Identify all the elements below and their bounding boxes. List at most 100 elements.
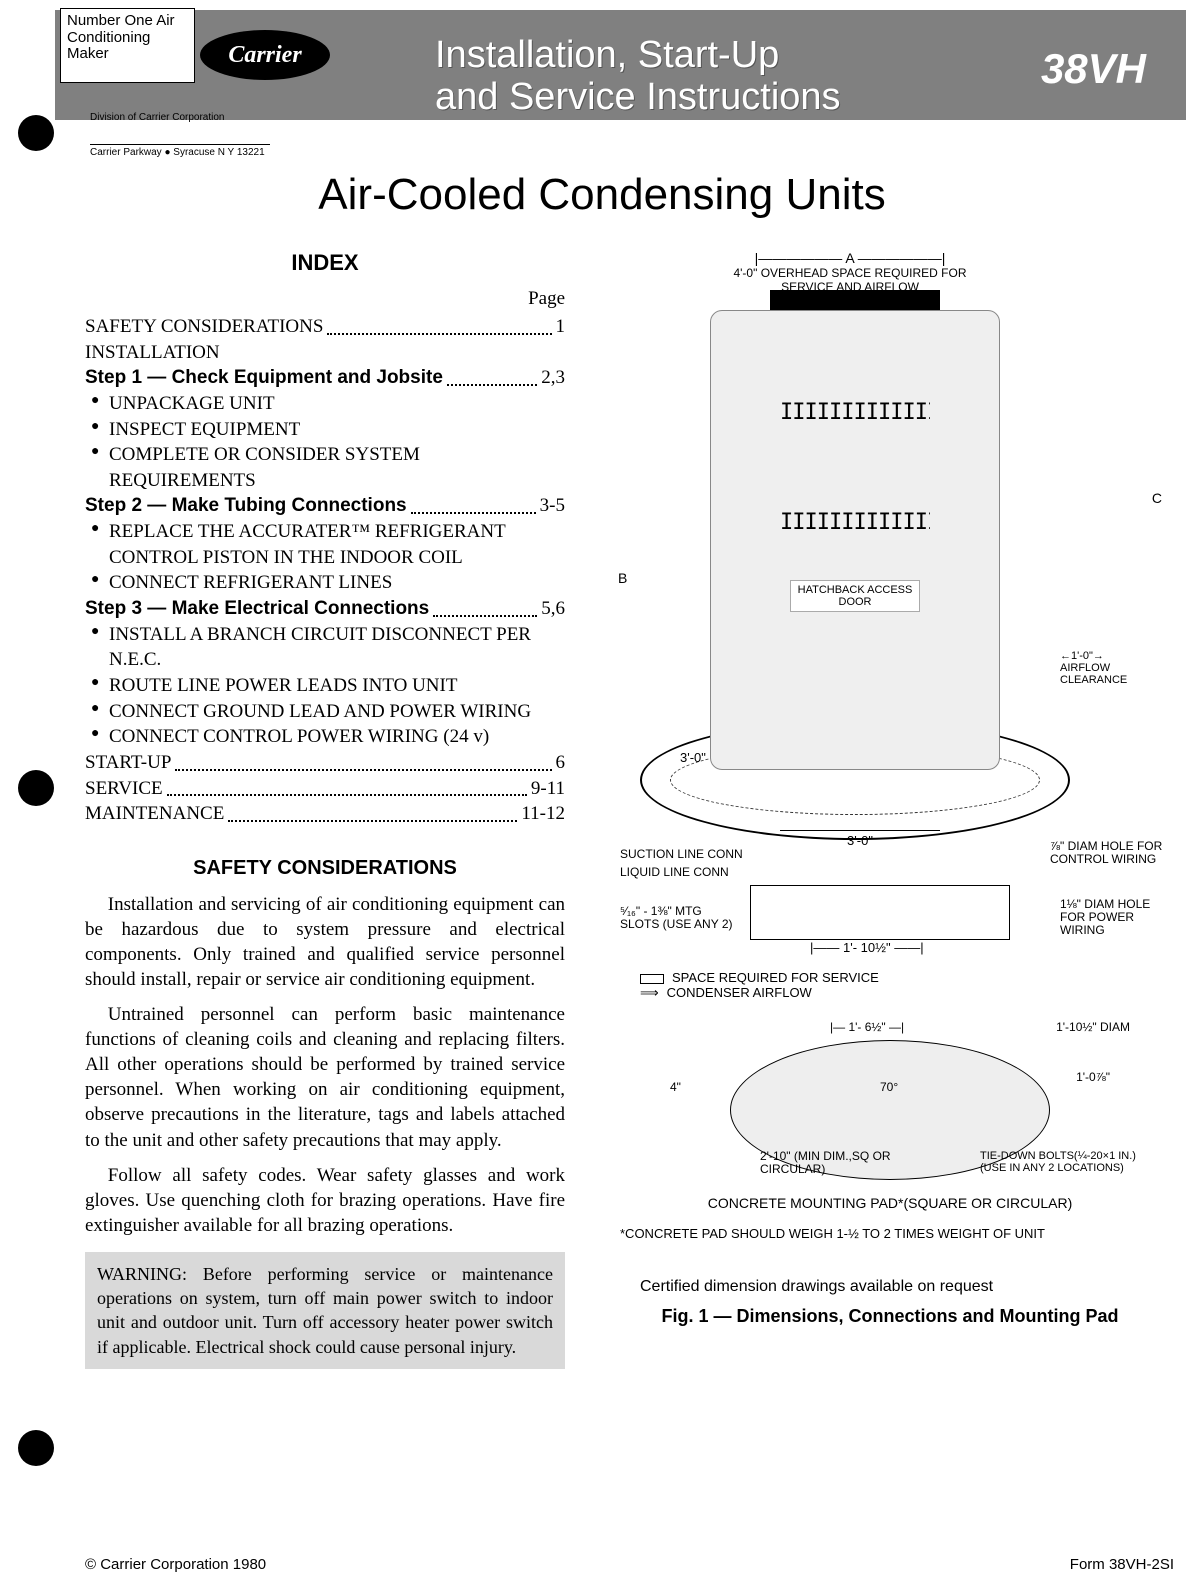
dimension-a: |—————— A ——————| xyxy=(650,250,1050,266)
list-item: CONNECT CONTROL POWER WIRING (24 v) xyxy=(91,724,565,750)
grille-icon: IIIIIIIIIIIIIIII IIIIIIIIIIIIIIII xyxy=(780,510,930,536)
pad-dim: 1'-0⅞" xyxy=(1076,1070,1110,1084)
toc-row: INSTALLATION xyxy=(85,340,565,366)
list-item: CONNECT GROUND LEAD AND POWER WIRING xyxy=(91,699,565,725)
toc-page: 2,3 xyxy=(541,365,565,391)
figure-caption: Fig. 1 — Dimensions, Connections and Mou… xyxy=(610,1305,1170,1328)
toc-row: Step 3 — Make Electrical Connections 5,6 xyxy=(85,596,565,622)
hatch-label: HATCHBACK ACCESS DOOR xyxy=(790,580,920,612)
cert-note: Certified dimension drawings available o… xyxy=(640,1278,993,1296)
page-title: Air-Cooled Condensing Units xyxy=(0,170,1204,220)
footer-form: Form 38VH-2SI xyxy=(1070,1556,1174,1573)
concrete-weight-note: *CONCRETE PAD SHOULD WEIGH 1-½ TO 2 TIME… xyxy=(620,1226,1045,1241)
dimension-b: B xyxy=(618,570,627,586)
toc-step: Step 1 — Check Equipment and Jobsite xyxy=(85,365,443,391)
grille-icon: IIIIIIIIIIIIIIII IIIIIIIIIIIIIIII xyxy=(780,400,930,426)
brand-logo: Carrier xyxy=(200,30,330,80)
connector-box-icon xyxy=(750,885,1010,940)
left-column: INDEX Page SAFETY CONSIDERATIONS 1 INSTA… xyxy=(85,250,565,1369)
banner-title-line2: and Service Instructions xyxy=(435,76,841,118)
toc-label: START-UP xyxy=(85,750,171,776)
list-item: COMPLETE OR CONSIDER SYSTEM REQUIREMENTS xyxy=(91,442,565,493)
pad-dim: 4" xyxy=(670,1080,681,1094)
liquid-label: LIQUID LINE CONN xyxy=(620,866,729,879)
pad-label: CONCRETE MOUNTING PAD*(SQUARE OR CIRCULA… xyxy=(610,1195,1170,1211)
banner-title: Installation, Start-Up and Service Instr… xyxy=(435,35,841,119)
toc-step: Step 3 — Make Electrical Connections xyxy=(85,596,429,622)
punch-hole-icon xyxy=(18,1430,54,1466)
list-item: UNPACKAGE UNIT xyxy=(91,391,565,417)
paragraph: Untrained personnel can perform basic ma… xyxy=(85,1002,565,1152)
pad-diagram: |— 1'- 6½" —| 1'-10½" DIAM 1'-0⅞" 4" 2'-… xyxy=(610,1010,1170,1210)
list-item: CONNECT REFRIGERANT LINES xyxy=(91,570,565,596)
toc-label: MAINTENANCE xyxy=(85,801,224,827)
division-text: Division of Carrier Corporation xyxy=(90,112,225,123)
toc-row: SERVICE 9-11 xyxy=(85,776,565,802)
dimension-3-0: 3'-0" xyxy=(680,750,706,765)
list-item: INSTALL A BRANCH CIRCUIT DISCONNECT PER … xyxy=(91,622,565,673)
toc-label: INSTALLATION xyxy=(85,340,220,366)
toc-step: Step 2 — Make Tubing Connections xyxy=(85,493,407,519)
body-text: Installation and servicing of air condit… xyxy=(85,892,565,1238)
banner-title-line1: Installation, Start-Up xyxy=(435,34,779,76)
pad-dim: 2'-10" (MIN DIM.,SQ OR CIRCULAR) xyxy=(760,1150,900,1176)
toc-leader-dots xyxy=(411,493,536,514)
suction-label: SUCTION LINE CONN xyxy=(620,847,743,861)
paragraph: Installation and servicing of air condit… xyxy=(85,892,565,992)
dimension-3-0b: 3'-0" xyxy=(780,830,940,848)
toc-label: SAFETY CONSIDERATIONS xyxy=(85,314,323,340)
legend-box-icon xyxy=(640,974,664,984)
toc-leader-dots xyxy=(327,314,551,335)
toc-row: START-UP 6 xyxy=(85,750,565,776)
toc-page: 9-11 xyxy=(531,776,565,802)
toc-leader-dots xyxy=(167,776,527,797)
toc-leader-dots xyxy=(175,750,551,771)
dimension-c: C xyxy=(1152,490,1162,506)
step3-bullets: INSTALL A BRANCH CIRCUIT DISCONNECT PER … xyxy=(85,622,565,750)
control-hole-label: ⅞" DIAM HOLE FOR CONTROL WIRING xyxy=(1050,840,1170,866)
pad-dim: |— 1'- 6½" —| xyxy=(830,1020,904,1034)
footer-copyright: © Carrier Corporation 1980 xyxy=(85,1556,266,1573)
model-number: 38VH xyxy=(1041,45,1146,93)
table-of-contents: SAFETY CONSIDERATIONS 1 INSTALLATION Ste… xyxy=(85,314,565,827)
list-item: REPLACE THE ACCURATER™ REFRIGERANT CONTR… xyxy=(91,519,565,570)
right-column: |—————— A ——————| 4'-0" OVERHEAD SPACE R… xyxy=(610,250,1170,990)
tagline: Number One Air Conditioning Maker xyxy=(60,8,195,83)
power-hole-label: 1⅛" DIAM HOLE FOR POWER WIRING xyxy=(1060,898,1170,938)
step2-bullets: REPLACE THE ACCURATER™ REFRIGERANT CONTR… xyxy=(85,519,565,596)
legend-text: SPACE REQUIRED FOR SERVICE xyxy=(672,970,879,985)
diagram-legend: SPACE REQUIRED FOR SERVICE ⟹ CONDENSER AI… xyxy=(640,970,879,1001)
toc-page: 6 xyxy=(556,750,566,776)
punch-hole-icon xyxy=(18,770,54,806)
page-label: Page xyxy=(85,288,565,310)
toc-leader-dots xyxy=(433,596,537,617)
step1-bullets: UNPACKAGE UNIT INSPECT EQUIPMENT COMPLET… xyxy=(85,391,565,494)
list-item: INSPECT EQUIPMENT xyxy=(91,417,565,443)
toc-row: Step 2 — Make Tubing Connections 3-5 xyxy=(85,493,565,519)
address-text: Carrier Parkway ● Syracuse N Y 13221 xyxy=(90,144,270,158)
toc-row: SAFETY CONSIDERATIONS 1 xyxy=(85,314,565,340)
dimension-110: |—— 1'- 10½" ——| xyxy=(810,940,924,955)
warning-box: WARNING: Before performing service or ma… xyxy=(85,1252,565,1369)
toc-label: SERVICE xyxy=(85,776,163,802)
punch-hole-icon xyxy=(18,115,54,151)
toc-page: 5,6 xyxy=(541,596,565,622)
toc-page: 11-12 xyxy=(521,801,565,827)
toc-page: 1 xyxy=(556,314,566,340)
toc-leader-dots xyxy=(228,801,517,822)
pad-dim: 1'-10½" DIAM xyxy=(1056,1020,1130,1034)
legend-text: CONDENSER AIRFLOW xyxy=(667,985,812,1000)
toc-page: 3-5 xyxy=(540,493,565,519)
pad-dim: 70° xyxy=(880,1080,898,1094)
list-item: ROUTE LINE POWER LEADS INTO UNIT xyxy=(91,673,565,699)
unit-diagram: |—————— A ——————| 4'-0" OVERHEAD SPACE R… xyxy=(610,250,1170,990)
pad-dim: TIE-DOWN BOLTS(¼-20×1 IN.) (USE IN ANY 2… xyxy=(980,1150,1150,1174)
index-heading: INDEX xyxy=(85,250,565,276)
legend-arrow-icon: ⟹ xyxy=(640,985,659,1001)
toc-leader-dots xyxy=(447,365,537,386)
safety-heading: SAFETY CONSIDERATIONS xyxy=(85,857,565,880)
toc-row: Step 1 — Check Equipment and Jobsite 2,3 xyxy=(85,365,565,391)
airflow-note: ←1'-0"→ AIRFLOW CLEARANCE xyxy=(1060,650,1160,686)
unit-body-icon xyxy=(710,310,1000,770)
paragraph: Follow all safety codes. Wear safety gla… xyxy=(85,1163,565,1238)
